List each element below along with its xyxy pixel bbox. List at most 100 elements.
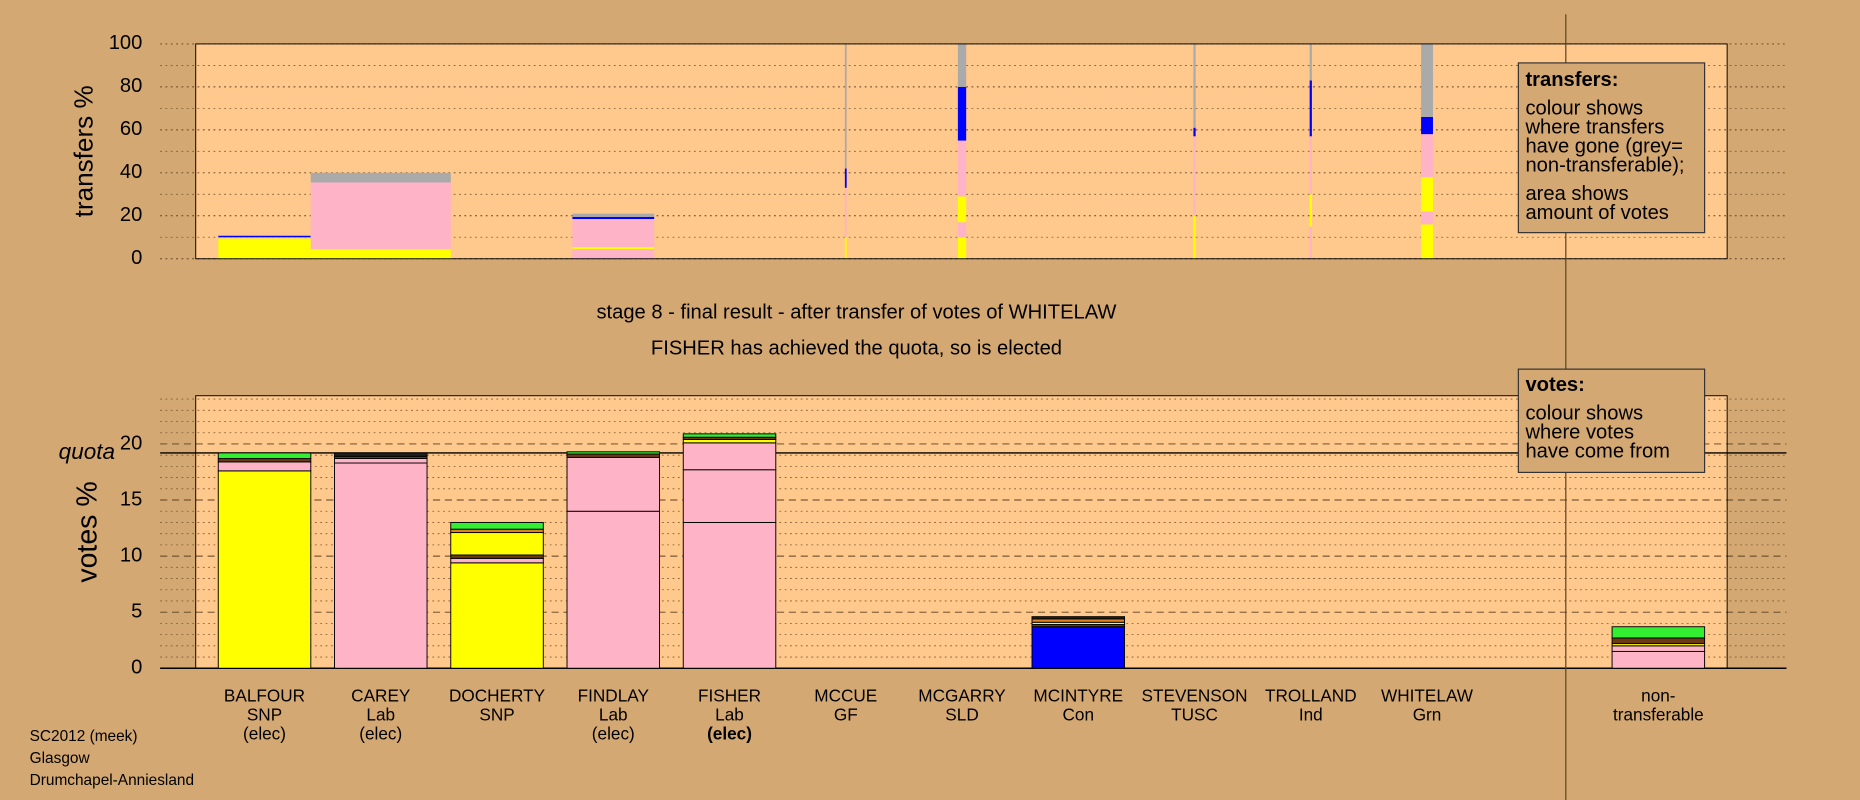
bar-segment (450, 554, 544, 559)
x-tick-label: WHITELAW (1381, 685, 1474, 705)
x-tick-label: FISHER (698, 685, 761, 705)
x-tick-label: Lab (599, 704, 628, 724)
bar-segment (1611, 637, 1706, 645)
bar-segment (1421, 43, 1433, 117)
y-tick-label: 10 (120, 544, 142, 566)
bar-segment (957, 237, 967, 259)
bar-segment (334, 452, 428, 457)
x-tick-label: TROLLAND (1265, 685, 1357, 705)
x-tick-label: SNP (247, 704, 282, 724)
bar-segment (310, 182, 451, 250)
bar-segment (844, 168, 847, 188)
bar-segment (334, 462, 428, 669)
bar-segment (682, 521, 777, 669)
bar-segment (1309, 226, 1312, 259)
bar-segment (334, 458, 428, 464)
legend-text: have come from (1525, 441, 1669, 463)
bar-segment (1193, 136, 1196, 216)
bar-segment (1309, 136, 1312, 195)
bar-segment (572, 216, 655, 220)
legend-text: where votes (1524, 422, 1634, 444)
x-tick-label: (elec) (707, 723, 752, 743)
y-tick-label: 5 (131, 600, 142, 622)
bar-segment (1193, 43, 1196, 128)
x-tick-label: Lab (366, 704, 395, 724)
legend-text: colour shows (1525, 98, 1643, 120)
legend-text: where transfers (1524, 117, 1664, 139)
plot-frame (195, 43, 1728, 260)
x-tick-label: MCINTYRE (1033, 685, 1123, 705)
x-tick-label: Con (1063, 704, 1095, 724)
x-tick-label: Ind (1299, 704, 1323, 724)
bar-segment (682, 433, 777, 438)
bar-segment (957, 196, 967, 223)
x-tick-label: transferable (1613, 704, 1704, 724)
bar-segment (1309, 80, 1312, 137)
bar-segment (1309, 43, 1312, 81)
bar-segment (1031, 626, 1126, 669)
bar-segment (682, 442, 777, 471)
legend-text: colour shows (1525, 403, 1643, 425)
bar-segment (1031, 616, 1126, 620)
bar-segment (450, 528, 544, 534)
footer-text: Glasgow (30, 750, 91, 767)
y-axis-title: votes % (71, 481, 103, 582)
y-tick-label: 0 (131, 247, 142, 269)
bar-segment (218, 238, 311, 259)
bar-segment (1193, 215, 1196, 259)
bar-segment (450, 521, 544, 530)
bar-segment (566, 456, 661, 512)
bar-segment (957, 140, 967, 197)
legend-box (1517, 62, 1706, 234)
bar-segment (572, 219, 655, 247)
bar-segment (572, 246, 655, 250)
y-axis-title: transfers % (68, 85, 98, 217)
x-tick-label: MCCUE (814, 685, 877, 705)
x-tick-label: (elec) (243, 723, 286, 743)
x-tick-label: STEVENSON (1142, 685, 1248, 705)
y-tick-label: 20 (120, 432, 142, 454)
bar-segment (310, 172, 451, 183)
x-tick-label: MCGARRY (918, 685, 1006, 705)
bar-segment (218, 237, 311, 239)
bar-segment (1421, 224, 1433, 259)
x-tick-label: TUSC (1171, 704, 1218, 724)
x-tick-label: GF (834, 704, 858, 724)
bar-segment (572, 249, 655, 259)
bar-segment (957, 222, 967, 238)
bar-segment (566, 453, 661, 458)
bar-segment (1193, 127, 1196, 137)
y-tick-label: 15 (120, 488, 142, 510)
chart-title: stage 8 - final result - after transfer … (596, 302, 1116, 324)
x-tick-label: SNP (479, 704, 514, 724)
legend-text: amount of votes (1525, 202, 1668, 224)
x-tick-label: Grn (1413, 704, 1442, 724)
x-tick-label: Lab (715, 704, 744, 724)
quota-label: quota (59, 439, 115, 464)
bar-segment (1421, 116, 1433, 135)
bar-segment (1611, 645, 1706, 652)
footer-text: SC2012 (meek) (30, 728, 138, 745)
legend-text: area shows (1525, 183, 1628, 205)
bar-segment (844, 43, 847, 169)
y-tick-label: 100 (109, 32, 143, 54)
bar-segment (217, 458, 312, 463)
bar-segment (218, 235, 311, 238)
chart-title: FISHER has achieved the quota, so is ele… (651, 337, 1062, 359)
y-tick-label: 0 (131, 657, 142, 679)
footer-text: Drumchapel-Anniesland (30, 772, 194, 789)
bar-segment (217, 470, 312, 669)
x-tick-label: CAREY (351, 685, 411, 705)
bar-segment (844, 237, 847, 259)
bar-segment (450, 557, 544, 564)
bar-segment (1611, 626, 1706, 639)
x-tick-label: DOCHERTY (449, 685, 546, 705)
legend-text: transfers: (1525, 69, 1618, 91)
legend-text: non-transferable); (1525, 154, 1684, 176)
x-tick-label: FINDLAY (578, 685, 650, 705)
bar-segment (1421, 177, 1433, 212)
bar-segment (566, 510, 661, 669)
x-tick-label: SLD (945, 704, 978, 724)
bar-segment (957, 86, 967, 141)
x-tick-label: non- (1641, 685, 1675, 705)
